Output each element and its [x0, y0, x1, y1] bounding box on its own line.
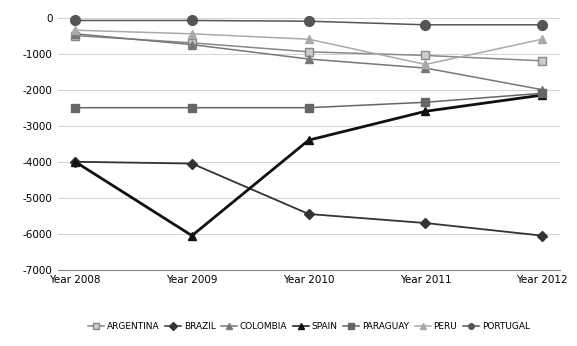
- ARGENTINA: [422, 53, 429, 57]
- Line: PERU: PERU: [71, 26, 546, 69]
- ARGENTINA: [305, 50, 312, 54]
- PORTUGAL: [72, 18, 78, 22]
- COLOMBIA: [72, 32, 78, 36]
- PORTUGAL: [422, 23, 429, 27]
- Line: ARGENTINA: ARGENTINA: [71, 31, 546, 65]
- COLOMBIA: [189, 43, 196, 47]
- Line: PARAGUAY: PARAGUAY: [71, 89, 546, 112]
- PERU: [539, 37, 546, 41]
- PARAGUAY: [305, 106, 312, 110]
- PERU: [422, 62, 429, 66]
- PERU: [189, 32, 196, 36]
- PERU: [72, 28, 78, 32]
- PORTUGAL: [305, 19, 312, 23]
- SPAIN: [72, 160, 78, 164]
- Line: SPAIN: SPAIN: [71, 91, 546, 240]
- PARAGUAY: [539, 91, 546, 95]
- Line: COLOMBIA: COLOMBIA: [71, 30, 546, 94]
- Legend: ARGENTINA, BRAZIL, COLOMBIA, SPAIN, PARAGUAY, PERU, PORTUGAL: ARGENTINA, BRAZIL, COLOMBIA, SPAIN, PARA…: [84, 319, 533, 335]
- SPAIN: [539, 93, 546, 97]
- PARAGUAY: [72, 106, 78, 110]
- COLOMBIA: [422, 66, 429, 70]
- ARGENTINA: [189, 41, 196, 45]
- BRAZIL: [539, 234, 546, 238]
- ARGENTINA: [72, 34, 78, 38]
- PARAGUAY: [189, 106, 196, 110]
- SPAIN: [305, 138, 312, 142]
- BRAZIL: [189, 162, 196, 166]
- PERU: [305, 37, 312, 41]
- SPAIN: [422, 109, 429, 113]
- BRAZIL: [305, 212, 312, 216]
- BRAZIL: [422, 221, 429, 225]
- COLOMBIA: [539, 88, 546, 92]
- COLOMBIA: [305, 57, 312, 61]
- Line: BRAZIL: BRAZIL: [72, 158, 546, 239]
- ARGENTINA: [539, 59, 546, 63]
- Line: PORTUGAL: PORTUGAL: [70, 16, 547, 30]
- PORTUGAL: [189, 18, 196, 22]
- BRAZIL: [72, 160, 78, 164]
- SPAIN: [189, 234, 196, 238]
- PARAGUAY: [422, 100, 429, 104]
- PORTUGAL: [539, 23, 546, 27]
